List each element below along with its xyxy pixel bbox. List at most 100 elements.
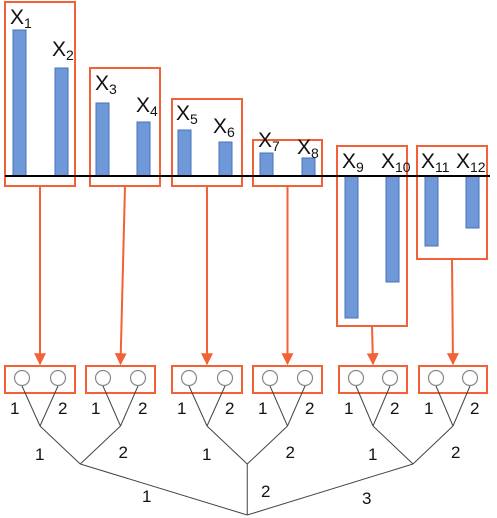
node-circle [49,369,67,387]
tree-label: 2 [286,443,295,462]
tree-label: 3 [362,489,371,508]
tree-label: 2 [58,399,67,418]
variable-sub: 1 [24,15,32,31]
tree-edge [39,425,81,465]
variable-label: X8 [297,136,319,161]
bar [385,175,400,283]
variable-sub: 8 [311,145,319,161]
node-circle [180,369,198,387]
tree-edge [188,385,208,427]
variable-sub: 6 [227,124,235,140]
tree-edge [79,425,121,465]
bar [259,152,274,177]
variable-label: X9 [342,150,364,175]
variable-label: X10 [381,150,411,175]
variable-sub: 10 [395,159,411,175]
variable-label: X12 [456,150,486,175]
tree-label: 1 [10,399,19,418]
bar [344,175,359,319]
variable-label: X2 [52,38,74,63]
tree-label: 2 [390,399,399,418]
node-circle [296,369,314,387]
tree-edge [80,463,248,516]
tree-label: 1 [142,487,151,506]
tree-edge [39,385,59,427]
variable-base: X [213,115,227,138]
tree-label: 2 [138,399,147,418]
variable-base: X [258,129,272,152]
bar [136,121,151,177]
tree-label: 1 [258,399,267,418]
tree-edge [372,425,414,465]
variable-base: X [176,102,190,125]
tree-label: 2 [470,399,479,418]
variable-base: X [95,72,109,95]
arrow [114,185,127,366]
variable-base: X [381,150,395,173]
tree-edge [412,425,454,465]
variable-sub: 12 [470,159,486,175]
node-circle [129,369,147,387]
tree-label: 1 [177,399,186,418]
arrow [446,258,459,366]
tree-label: 1 [344,399,353,418]
tree-label: 2 [305,399,314,418]
tree-edge [206,425,248,465]
tree-label: 1 [202,445,211,464]
variable-sub: 11 [435,159,450,175]
tree-edge [246,425,288,465]
tree-edge [102,385,121,427]
variable-sub: 3 [109,81,117,97]
tree-edge [269,385,288,427]
variable-label: X1 [10,6,32,31]
bar [424,175,439,247]
tree-label: 1 [368,445,377,464]
tree-edge [372,385,391,427]
variable-base: X [297,136,311,159]
variable-base: X [421,150,435,173]
variable-base: X [52,38,66,61]
variable-label: X11 [421,150,450,175]
bar [12,29,27,177]
node-circle [381,369,399,387]
tree-edge [287,385,306,427]
node-box [171,365,243,394]
node-circle [94,369,112,387]
tree-label: 1 [424,399,433,418]
tree-edge [452,385,471,427]
node-box [4,365,76,394]
variable-sub: 7 [272,138,280,154]
tree-label: 1 [91,399,100,418]
variable-label: X5 [176,102,198,127]
tree-label: 1 [35,445,44,464]
variable-sub: 4 [150,103,158,119]
node-circle [13,369,31,387]
tree-edge [247,463,414,516]
variable-base: X [342,150,356,173]
bar [218,141,233,177]
bar [465,175,480,229]
tree-label: 2 [261,482,270,501]
tree-edge [21,385,41,427]
node-circle [347,369,365,387]
variable-label: X3 [95,72,117,97]
tree-edge [206,385,226,427]
bar [95,102,110,177]
variable-label: X6 [213,115,235,140]
bar [54,67,69,177]
tree-label: 2 [119,443,128,462]
variable-sub: 9 [356,159,364,175]
node-circle [261,369,279,387]
variable-base: X [136,94,150,117]
node-circle [216,369,234,387]
node-circle [461,369,479,387]
node-circle [427,369,445,387]
arrow [366,325,379,366]
variable-label: X4 [136,94,158,119]
variable-label: X7 [258,129,280,154]
variable-base: X [10,6,24,29]
node-box [252,365,323,394]
tree-label: 2 [225,399,234,418]
variable-base: X [456,150,470,173]
